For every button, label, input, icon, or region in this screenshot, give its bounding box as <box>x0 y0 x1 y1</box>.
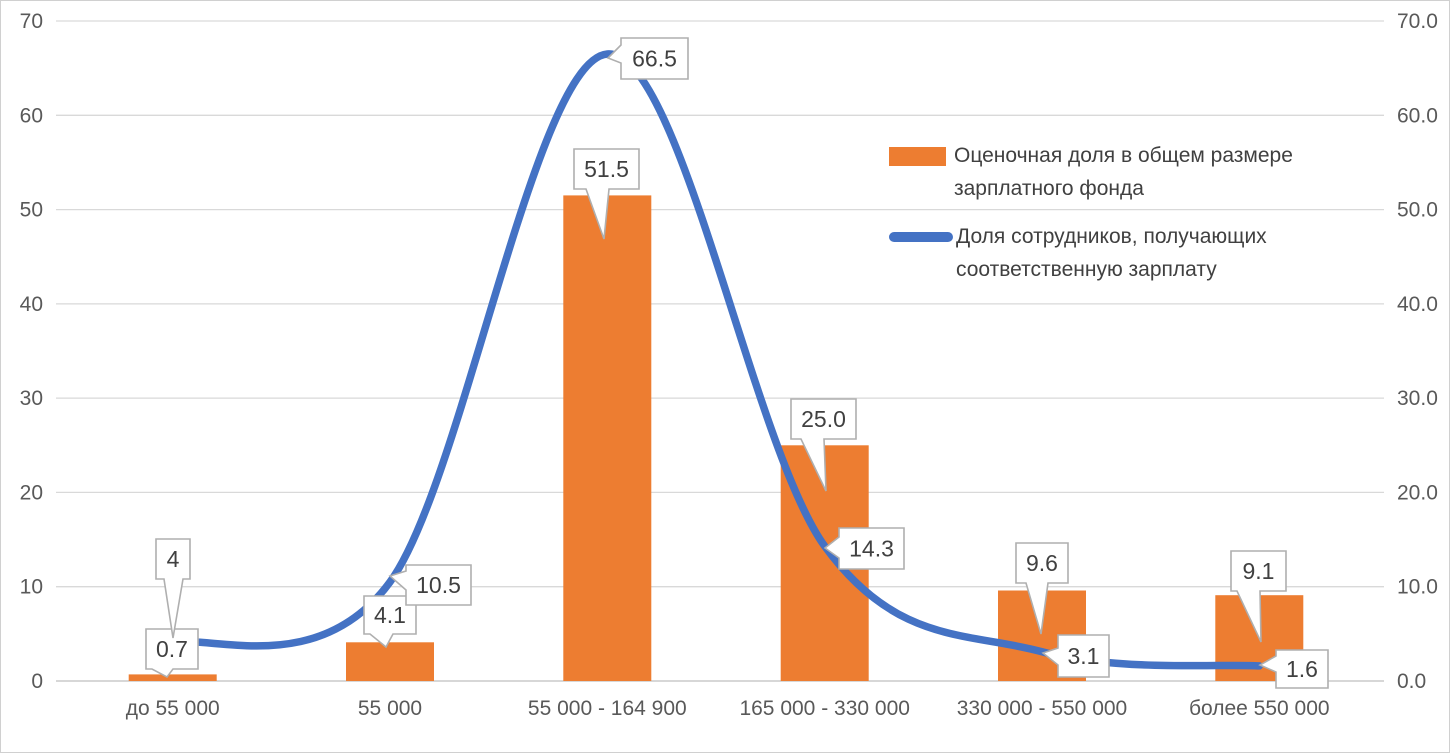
data-label-callout-line-1[interactable] <box>388 564 472 606</box>
data-label-callout-line-4[interactable] <box>1041 634 1110 678</box>
legend-label-line-series: Доля сотрудников, получающих соответстве… <box>956 225 1267 281</box>
data-label-callout-line-0[interactable] <box>155 538 191 639</box>
left-axis-tick-10: 10 <box>20 576 43 599</box>
right-axis-tick-0.0: 0.0 <box>1397 670 1426 693</box>
right-axis-tick-50.0: 50.0 <box>1397 199 1438 222</box>
data-label-text-bar-1: 4.1 <box>374 602 406 628</box>
legend-item-bar-series[interactable]: Оценочная доля в общем размере зарплатно… <box>889 139 1381 205</box>
left-axis-tick-70: 70 <box>20 10 43 33</box>
data-label-callout-bar-5[interactable] <box>1230 550 1287 643</box>
legend-label-bar-series: Оценочная доля в общем размере зарплатно… <box>954 144 1293 200</box>
left-axis-tick-40: 40 <box>20 293 43 316</box>
category-label-1: 55 000 <box>358 697 422 720</box>
bar-1[interactable] <box>346 642 434 681</box>
data-label-text-bar-4: 9.6 <box>1026 550 1058 576</box>
bar-0[interactable] <box>128 674 217 681</box>
data-label-callout-bar-0[interactable] <box>145 628 199 679</box>
category-label-3: 165 000 - 330 000 <box>739 697 909 720</box>
chart-legend: Оценочная доля в общем размере зарплатно… <box>889 139 1381 301</box>
data-label-text-bar-5: 9.1 <box>1243 558 1275 584</box>
left-axis-tick-50: 50 <box>20 199 43 222</box>
bar-series-swatch-icon <box>889 147 946 166</box>
right-axis-tick-60.0: 60.0 <box>1397 104 1438 127</box>
right-axis-tick-70.0: 70.0 <box>1397 10 1438 33</box>
left-axis-tick-20: 20 <box>20 481 43 504</box>
data-label-text-bar-3: 25.0 <box>801 406 846 432</box>
category-label-2: 55 000 - 164 900 <box>528 697 687 720</box>
left-axis-tick-0: 0 <box>31 670 43 693</box>
data-label-text-line-1: 10.5 <box>416 572 461 598</box>
data-label-callout-line-2[interactable] <box>606 37 689 80</box>
line-series-swatch-icon <box>889 232 953 242</box>
data-label-callout-bar-3[interactable] <box>790 398 857 492</box>
right-axis-tick-30.0: 30.0 <box>1397 387 1438 410</box>
data-label-text-line-5: 1.6 <box>1286 656 1318 682</box>
data-label-callout-line-5[interactable] <box>1258 649 1329 689</box>
data-label-text-line-2: 66.5 <box>632 46 677 72</box>
bar-2[interactable] <box>563 195 652 681</box>
left-axis-tick-60: 60 <box>20 104 43 127</box>
legend-item-line-series[interactable]: Доля сотрудников, получающих соответстве… <box>889 220 1381 286</box>
right-axis-tick-10.0: 10.0 <box>1397 576 1438 599</box>
right-axis-tick-20.0: 20.0 <box>1397 481 1438 504</box>
category-label-4: 330 000 - 550 000 <box>957 697 1127 720</box>
data-label-text-line-0: 4 <box>167 546 180 572</box>
category-label-0: до 55 000 <box>126 697 220 720</box>
right-axis-tick-40.0: 40.0 <box>1397 293 1438 316</box>
left-axis-tick-30: 30 <box>20 387 43 410</box>
line-series[interactable] <box>168 50 1264 670</box>
data-label-text-line-3: 14.3 <box>849 536 894 562</box>
data-label-callout-bar-4[interactable] <box>1015 542 1069 635</box>
data-label-callout-bar-2[interactable] <box>573 148 640 240</box>
data-label-callout-line-3[interactable] <box>823 527 905 570</box>
category-label-5: более 550 000 <box>1189 697 1330 720</box>
data-label-text-bar-2: 51.5 <box>584 156 629 182</box>
data-label-text-bar-0: 0.7 <box>156 636 188 662</box>
data-label-text-line-4: 3.1 <box>1068 643 1100 669</box>
